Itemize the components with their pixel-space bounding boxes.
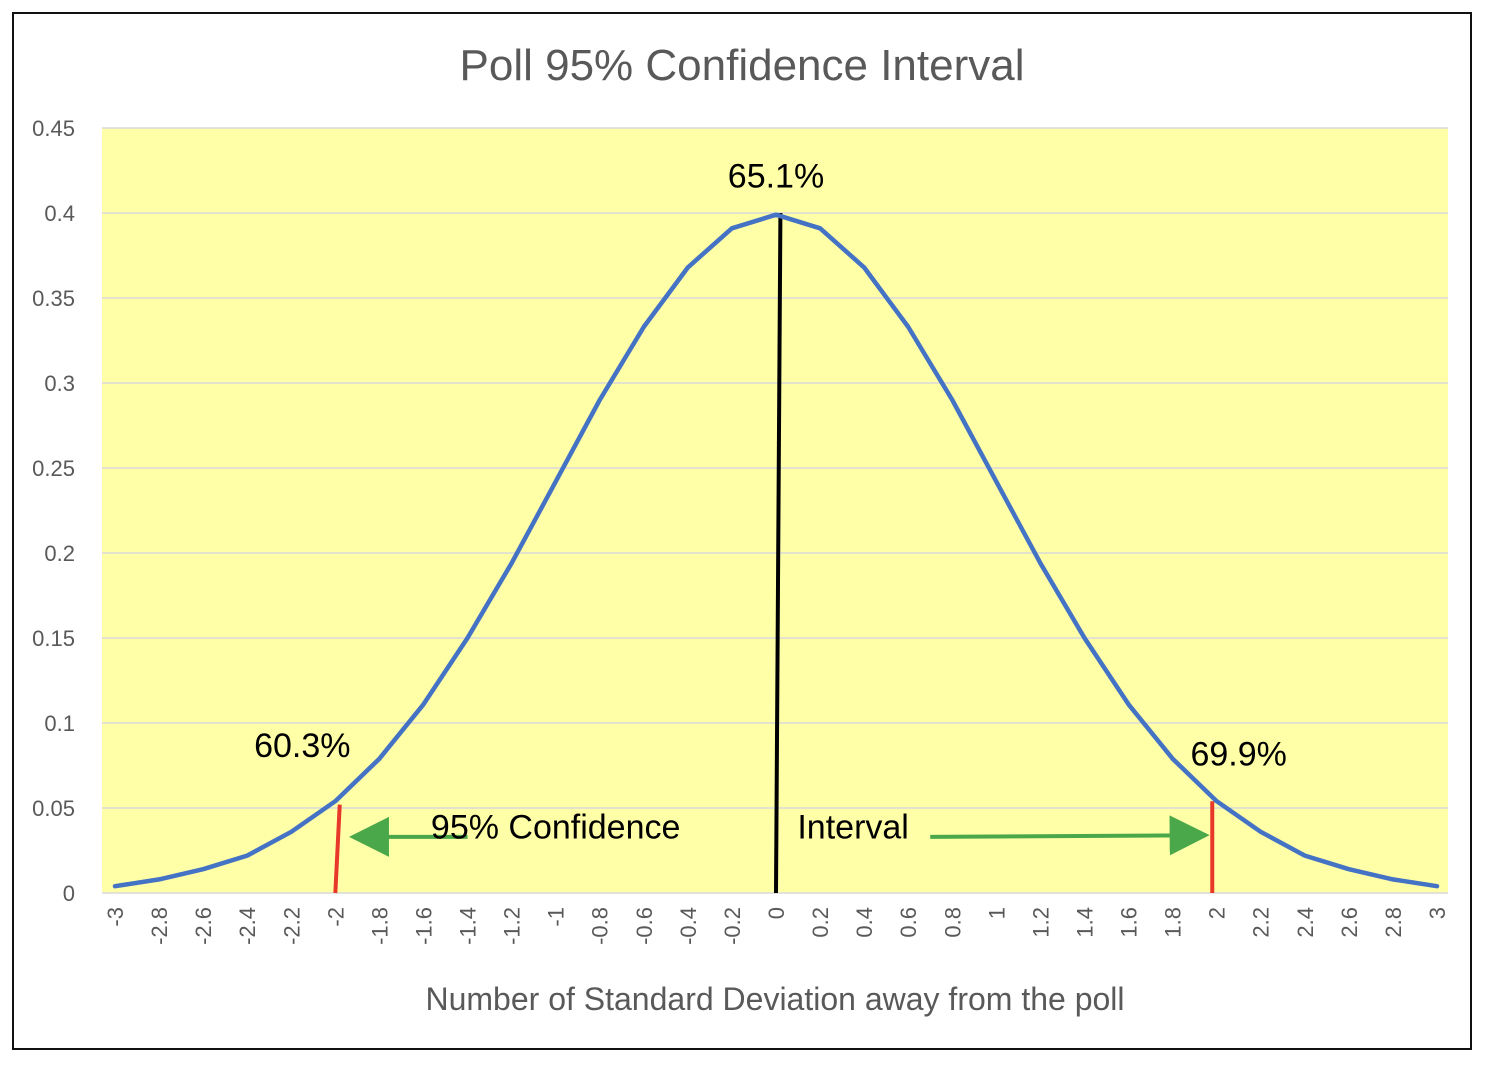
x-tick-label: -3 [103,907,128,927]
annotation-1: 60.3% [254,727,350,765]
x-tick-label: 0.4 [852,907,877,938]
marker-line-1 [333,804,342,894]
x-tick-label: -2 [323,907,348,927]
x-tick-label: 3 [1425,907,1450,919]
y-tick-label: 0.15 [32,626,75,651]
x-tick-label: 2.6 [1337,907,1362,938]
x-tick-label: 2 [1205,907,1230,919]
x-tick-label: -1.4 [456,907,481,945]
y-tick-label: 0.45 [32,116,75,141]
x-tick-label: -0.2 [720,907,745,945]
marker-line-0 [774,212,783,894]
annotation-3: 95% Confidence [431,809,681,847]
x-tick-label: -1.8 [367,907,392,945]
x-tick-label: 2.2 [1249,907,1274,938]
x-tick-label: -2.8 [147,907,172,945]
y-tick-label: 0.1 [44,711,75,736]
x-tick-label: 1 [984,907,1009,919]
x-tick-label: 2.4 [1293,907,1318,938]
x-axis-ticks: -3 -2.8 -2.6 -2.4 -2.2 -2 -1.8 -1.6 -1.4 -1.2 -1 -0… [103,907,1450,945]
chart-title: Poll 95% Confidence Interval [460,41,1025,90]
interval-arrows [348,815,1210,857]
x-tick-label: 0.8 [940,907,965,938]
gridlines [102,127,1448,894]
y-axis-ticks: 0 0.05 0.1 0.15 0.2 0.25 0.3 0.35 0.4 0.45 [32,116,75,906]
x-tick-label: -1.2 [500,907,525,945]
x-tick-label: -0.6 [632,907,657,945]
y-tick-label: 0.25 [32,456,75,481]
annotation-4: Interval [797,809,909,847]
x-tick-label: -2.6 [191,907,216,945]
y-tick-label: 0.4 [44,201,75,226]
x-tick-label: -1 [544,907,569,927]
annotations: 65.1% 60.3% 69.9% 95% Confidence Interval [254,158,1287,847]
x-tick-label: -0.4 [676,907,701,945]
y-tick-label: 0.3 [44,371,75,396]
x-tick-label: -0.8 [588,907,613,945]
y-tick-label: 0.05 [32,796,75,821]
x-tick-label: 1.6 [1117,907,1142,938]
annotation-2: 69.9% [1190,736,1286,774]
x-tick-label: 1.4 [1072,907,1097,938]
series-line-0 [112,212,1440,889]
annotation-0: 65.1% [728,158,824,196]
series-group [112,212,1440,889]
x-tick-label: 1.2 [1028,907,1053,938]
y-tick-label: 0.2 [44,541,75,566]
x-tick-label: 0 [764,907,789,919]
interval-arrow-1 [930,815,1210,856]
x-tick-label: 1.8 [1161,907,1186,938]
x-tick-label: -2.2 [279,907,304,945]
y-tick-label: 0.35 [32,286,75,311]
x-tick-label: 0.2 [808,907,833,938]
x-axis-title: Number of Standard Deviation away from t… [425,981,1124,1017]
y-tick-label: 0 [63,881,75,906]
interval-markers [333,212,1215,894]
x-tick-label: -1.6 [411,907,436,945]
x-tick-label: 0.6 [896,907,921,938]
x-tick-label: -2.4 [235,907,260,945]
x-tick-label: 2.8 [1381,907,1406,938]
